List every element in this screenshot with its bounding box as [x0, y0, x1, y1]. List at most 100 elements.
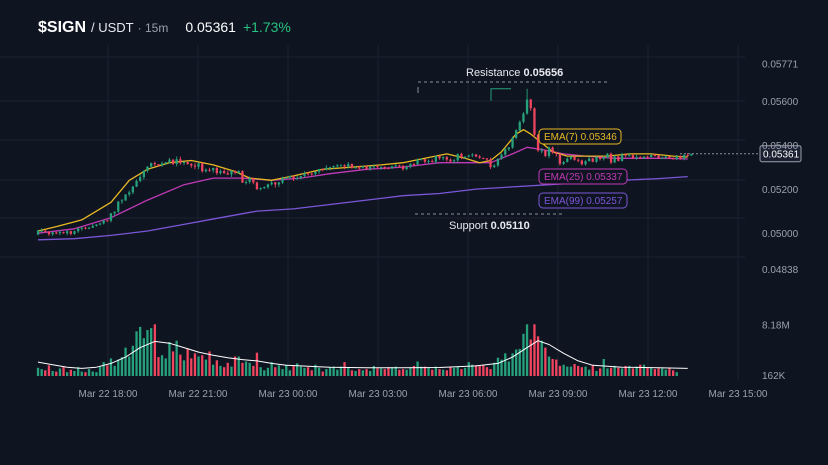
candle-body[interactable] [401, 165, 405, 170]
candle-body[interactable] [98, 223, 102, 225]
candle-body[interactable] [47, 231, 51, 235]
candle-body[interactable] [285, 177, 288, 179]
candle-body[interactable] [416, 159, 419, 165]
candle-body[interactable] [631, 155, 635, 159]
candle-body[interactable] [128, 192, 131, 195]
candle-body[interactable] [135, 181, 138, 187]
candle-body[interactable] [646, 156, 649, 158]
candle-body[interactable] [292, 175, 295, 179]
candle-body[interactable] [569, 156, 573, 159]
candle-body[interactable] [376, 166, 379, 168]
candle-body[interactable] [365, 166, 368, 169]
candle-body[interactable] [157, 164, 160, 166]
candle-body[interactable] [51, 232, 54, 235]
candle-body[interactable] [504, 149, 507, 155]
candle-body[interactable] [87, 227, 91, 229]
candle-body[interactable] [566, 158, 569, 162]
candle-body[interactable] [197, 163, 200, 167]
candle-body[interactable] [179, 159, 182, 164]
candle-body[interactable] [66, 231, 69, 234]
candle-body[interactable] [288, 175, 291, 178]
candle-body[interactable] [679, 156, 682, 159]
candle-body[interactable] [182, 162, 186, 164]
candle-body[interactable] [394, 165, 397, 167]
candle-body[interactable] [485, 158, 489, 160]
candle-body[interactable] [237, 171, 240, 173]
candle-body[interactable] [624, 154, 627, 156]
candle-body[interactable] [310, 173, 313, 175]
candle-body[interactable] [106, 220, 109, 222]
candle-body[interactable] [150, 163, 153, 167]
candle-body[interactable] [588, 158, 591, 162]
candle-body[interactable] [361, 166, 364, 168]
candle-body[interactable] [445, 157, 448, 160]
candle-body[interactable] [398, 165, 401, 167]
candle-body[interactable] [77, 228, 80, 232]
candle-body[interactable] [91, 225, 94, 228]
candle-body[interactable] [511, 137, 514, 148]
candle-body[interactable] [263, 187, 266, 189]
candle-body[interactable] [412, 164, 416, 165]
candle-body[interactable] [580, 160, 583, 165]
candle-body[interactable] [369, 166, 372, 169]
candle-body[interactable] [226, 173, 229, 175]
candle-body[interactable] [460, 153, 463, 157]
candle-body[interactable] [117, 201, 120, 212]
candle-body[interactable] [635, 157, 638, 159]
candle-body[interactable] [562, 162, 565, 164]
candle-body[interactable] [212, 168, 215, 171]
candle-body[interactable] [350, 164, 354, 168]
candle-body[interactable] [383, 167, 386, 169]
candle-body[interactable] [124, 194, 127, 201]
candle-body[interactable] [84, 227, 87, 229]
candle-body[interactable] [390, 166, 394, 169]
candle-body[interactable] [306, 173, 310, 175]
candle-body[interactable] [657, 155, 660, 158]
candle-body[interactable] [507, 147, 510, 150]
candle-body[interactable] [639, 157, 642, 159]
candle-body[interactable] [449, 159, 452, 162]
candle-body[interactable] [354, 167, 357, 169]
candle-body[interactable] [168, 159, 171, 163]
candle-body[interactable] [186, 162, 189, 164]
candle-body[interactable] [405, 166, 408, 170]
candle-body[interactable] [686, 155, 689, 156]
candle-body[interactable] [131, 186, 134, 193]
candle-body[interactable] [314, 171, 317, 174]
candle-body[interactable] [358, 167, 361, 169]
candle-body[interactable] [347, 164, 350, 167]
candle-body[interactable] [164, 162, 167, 164]
candle-body[interactable] [270, 182, 273, 185]
candle-body[interactable] [109, 213, 113, 221]
candle-body[interactable] [303, 173, 306, 176]
candle-body[interactable] [175, 159, 178, 164]
candle-body[interactable] [478, 156, 481, 158]
candle-body[interactable] [336, 165, 339, 167]
candle-body[interactable] [675, 156, 678, 160]
candle-body[interactable] [190, 164, 193, 166]
candle-body[interactable] [606, 153, 609, 158]
candle-body[interactable] [321, 169, 324, 171]
candle-body[interactable] [525, 99, 529, 114]
candle-body[interactable] [142, 170, 145, 178]
candle-body[interactable] [642, 156, 646, 159]
candle-body[interactable] [427, 160, 430, 162]
candle-body[interactable] [496, 158, 500, 166]
candle-body[interactable] [661, 157, 664, 159]
candle-body[interactable] [434, 156, 437, 162]
candle-body[interactable] [591, 158, 594, 162]
candle-body[interactable] [664, 156, 667, 158]
candle-body[interactable] [573, 156, 576, 160]
candle-body[interactable] [602, 157, 605, 159]
candle-body[interactable] [471, 154, 474, 156]
candle-body[interactable] [409, 164, 412, 167]
candle-body[interactable] [423, 159, 427, 162]
candle-body[interactable] [339, 165, 343, 167]
candle-body[interactable] [672, 158, 675, 160]
candle-body[interactable] [296, 177, 299, 179]
candle-body[interactable] [102, 220, 105, 224]
candle-body[interactable] [69, 231, 72, 234]
candle-body[interactable] [223, 171, 226, 174]
candle-body[interactable] [544, 150, 547, 156]
